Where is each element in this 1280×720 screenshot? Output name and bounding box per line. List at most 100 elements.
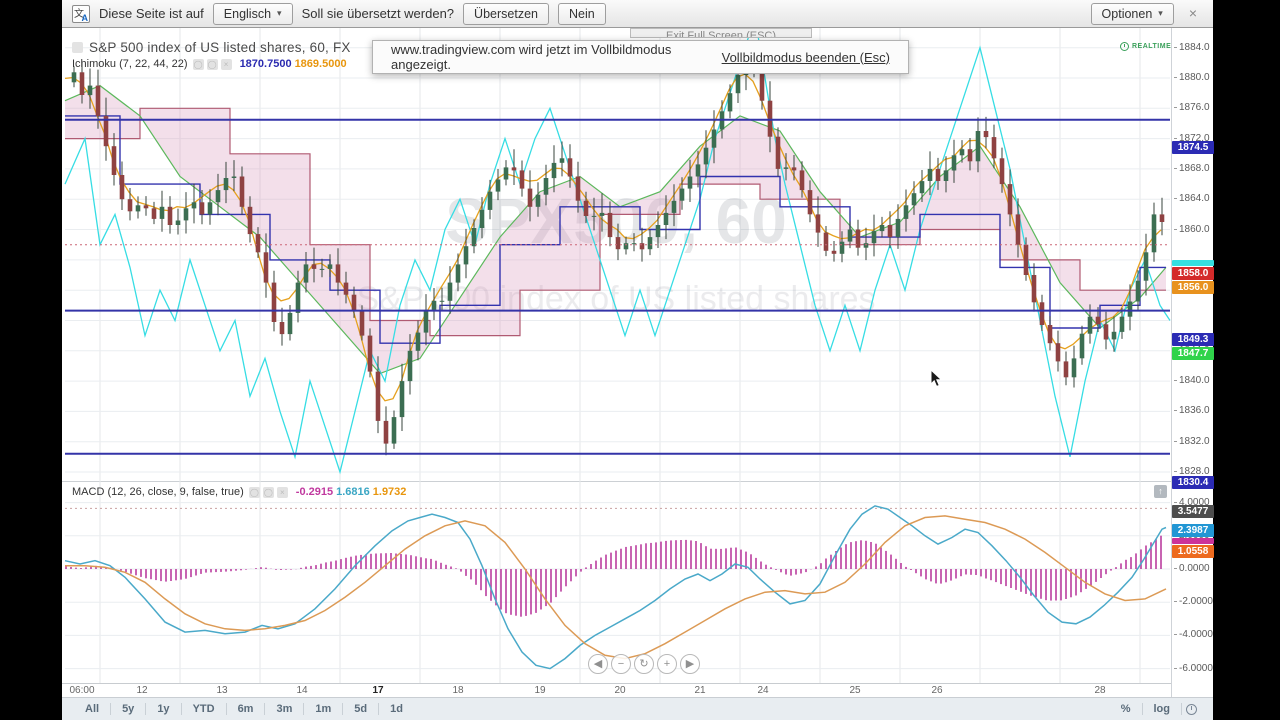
time-tick-label: 25 [849, 685, 861, 696]
range-button-6m[interactable]: 6m [237, 703, 254, 715]
visibility-icon[interactable]: ◯ [248, 486, 260, 498]
divider [342, 703, 344, 715]
watermark-description: S&P 500 index of US listed shares [356, 280, 875, 318]
range-button-all[interactable]: All [85, 703, 100, 715]
legend-value: 1870.7500 [239, 58, 292, 70]
macd-tick-label: 0.0000 [1174, 563, 1210, 574]
translate-icon: 文 A [72, 4, 90, 23]
axis-price-badge [1172, 538, 1214, 544]
time-tick-label: 12 [136, 685, 148, 696]
exit-fullscreen-tooltip: Exit Full Screen (ESC) [630, 28, 812, 38]
realtime-indicator: REALTIME [1120, 42, 1171, 51]
axis-price-badge: 1847.7 [1172, 347, 1214, 360]
axis-price-badge: 2.3987 [1172, 524, 1214, 537]
time-tick-label: 19 [534, 685, 546, 696]
divider [264, 703, 266, 715]
price-tick-label: 1884.0 [1174, 42, 1210, 53]
axis-price-badge: 1856.0 [1172, 281, 1214, 294]
pane-move-up-icon[interactable]: ↑ [1154, 485, 1167, 498]
time-tick-label: 18 [452, 685, 464, 696]
ichimoku-legend-values: 1870.7500 1869.5000 [237, 58, 347, 70]
options-dropdown[interactable]: Optionen ▾ [1090, 2, 1174, 25]
log-scale-button[interactable]: log [1153, 703, 1171, 715]
settings-icon[interactable]: ◯ [206, 58, 218, 70]
macd-tick-label: -2.0000 [1174, 596, 1213, 607]
macd-pane[interactable] [62, 481, 1171, 683]
legend-value: 1.9732 [372, 486, 407, 498]
divider [145, 703, 147, 715]
range-button-1y[interactable]: 1y [157, 703, 170, 715]
senkou-b-line [65, 107, 1166, 337]
main-chart-pane[interactable]: SPX500, 60S&P 500 index of US listed sha… [62, 28, 1171, 481]
popup-message: www.tradingview.com wird jetzt im Vollbi… [391, 42, 672, 72]
macd-tick-label: 4.0000 [1174, 497, 1210, 508]
axis-price-badge: 3.5477 [1172, 505, 1214, 518]
range-button-5y[interactable]: 5y [122, 703, 135, 715]
pane-separator[interactable] [62, 481, 1213, 482]
chart-title: S&P 500 index of US listed shares, 60, F… [89, 40, 351, 55]
axis-price-badge [1172, 260, 1214, 266]
close-icon[interactable]: × [1188, 4, 1197, 21]
delete-icon[interactable]: × [220, 58, 232, 70]
language-dropdown[interactable]: Englisch ▾ [212, 2, 293, 25]
macd-signal-line [65, 515, 1167, 660]
no-button[interactable]: Nein [557, 2, 606, 25]
range-button-1d[interactable]: 1d [390, 703, 403, 715]
price-tick-label: 1832.0 [1174, 436, 1210, 447]
divider [303, 703, 305, 715]
zoom-in-button[interactable]: + [657, 654, 677, 674]
exit-fullscreen-link[interactable]: Vollbildmodus beenden (Esc) [721, 49, 890, 65]
mouse-cursor [930, 370, 943, 388]
divider [1181, 703, 1182, 715]
price-tick-label: 1880.0 [1174, 72, 1210, 83]
price-tick-label: 1836.0 [1174, 405, 1210, 416]
time-tick-label: 20 [614, 685, 626, 696]
browser-page: 文 A Diese Seite ist auf Englisch ▾ Soll … [62, 0, 1214, 720]
time-tick-label: 13 [216, 685, 228, 696]
scroll-right-button[interactable]: ▶ [680, 654, 700, 674]
macd-histogram [65, 535, 1162, 617]
divider [225, 703, 227, 715]
translate-bar-text: Diese Seite ist auf [99, 6, 204, 21]
time-tick-label: 26 [931, 685, 943, 696]
visibility-icon[interactable]: ◯ [192, 58, 204, 70]
time-tick-label: 28 [1094, 685, 1106, 696]
time-tick-label: 24 [757, 685, 769, 696]
realtime-label: REALTIME [1132, 43, 1172, 50]
range-button-5d[interactable]: 5d [354, 703, 368, 715]
percent-scale-button[interactable]: % [1120, 703, 1131, 715]
delete-icon[interactable]: × [276, 486, 288, 498]
legend-icons: ◯ ◯ × [248, 486, 288, 498]
macd-tick-label: -6.0000 [1174, 663, 1213, 674]
scroll-left-button[interactable]: ◀ [588, 654, 608, 674]
clock-icon [1120, 42, 1129, 51]
symbol-flag-icon[interactable] [72, 42, 83, 53]
session-clock-icon[interactable] [1186, 703, 1197, 715]
axis-price-badge: 1874.5 [1172, 141, 1214, 154]
time-tick-label: 17 [372, 685, 384, 696]
time-tick-label: 21 [694, 685, 706, 696]
price-tick-label: 1840.0 [1174, 375, 1210, 386]
legend-icons: ◯ ◯ × [192, 58, 232, 70]
price-tick-label: 1828.0 [1174, 466, 1210, 477]
price-tick-label: 1868.0 [1174, 163, 1210, 174]
macd-line [64, 505, 1167, 670]
range-button-3m[interactable]: 3m [276, 703, 293, 715]
reset-view-button[interactable]: ↻ [634, 654, 654, 674]
bottom-toolbar: All 5y 1y YTD 6m 3m 1m 5d 1d% log [62, 697, 1213, 720]
translate-button[interactable]: Übersetzen [463, 2, 549, 25]
zoom-out-button[interactable]: − [611, 654, 631, 674]
chart-header: S&P 500 index of US listed shares, 60, F… [72, 40, 351, 70]
price-axis[interactable]: 1884.0 1880.0 1876.0 1872.0 1868.0 1864.0 1860… [1171, 28, 1214, 697]
price-tick-label: 1872.0 [1174, 133, 1210, 144]
divider [1141, 703, 1143, 715]
candlestick-series [71, 40, 1165, 456]
time-tick-label: 06:00 [69, 685, 95, 696]
time-axis[interactable]: 06:00 12 13 14 17 18 19 20 21 24 25 26 28 [62, 683, 1171, 697]
range-button-1m[interactable]: 1m [315, 703, 332, 715]
macd-tick-label: -4.0000 [1174, 629, 1213, 640]
macd-header: MACD (12, 26, close, 9, false, true) ◯ ◯ ×… [72, 486, 406, 498]
range-button-ytd[interactable]: YTD [192, 703, 215, 715]
settings-icon[interactable]: ◯ [262, 486, 274, 498]
chevron-down-icon: ▾ [1158, 8, 1163, 18]
